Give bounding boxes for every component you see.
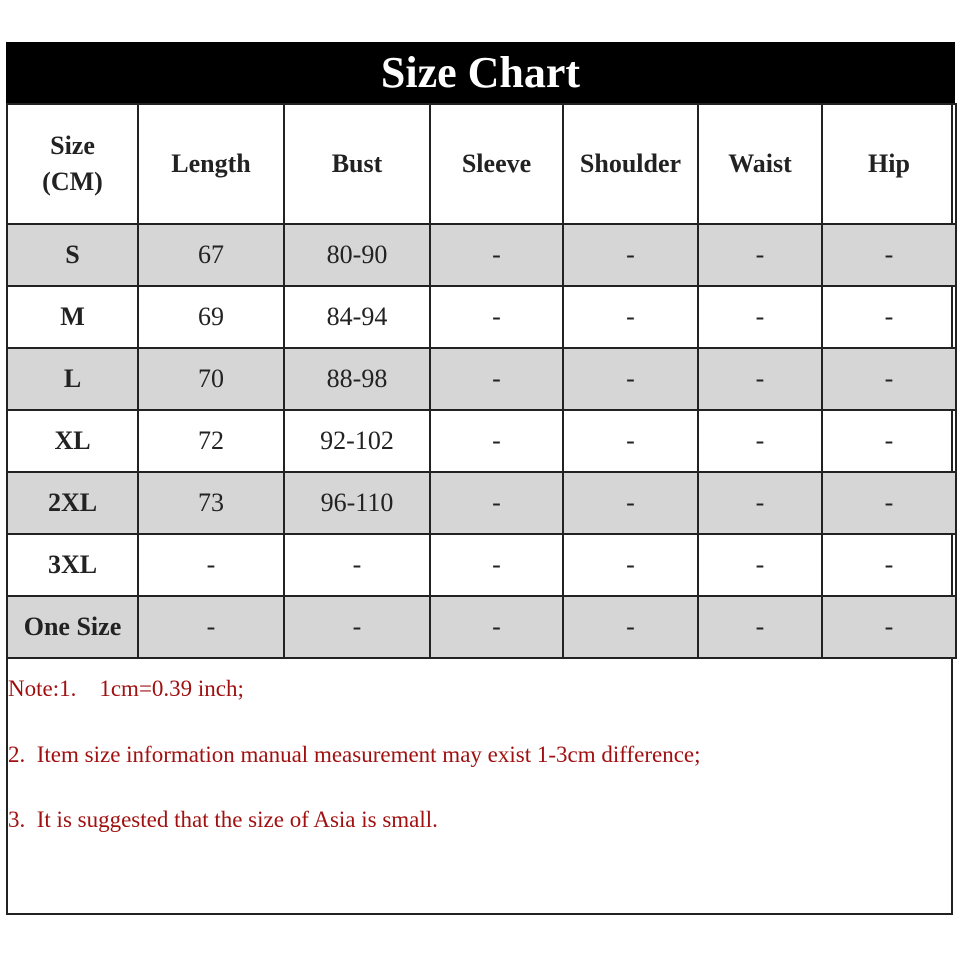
table-cell: - <box>562 223 699 287</box>
table-cell: - <box>429 471 564 535</box>
table-cell: - <box>697 223 823 287</box>
table-cell: 69 <box>137 285 285 349</box>
note-line: 3. It is suggested that the size of Asia… <box>8 807 438 832</box>
table-cell: - <box>821 223 957 287</box>
table-cell: - <box>429 409 564 473</box>
table-cell: - <box>697 285 823 349</box>
table-cell: - <box>283 595 431 659</box>
size-label: M <box>6 285 139 349</box>
table-cell: - <box>562 471 699 535</box>
column-header: Length <box>137 103 285 225</box>
header-row: Size (CM) Length Bust Sleeve Shoulder Waist Hi… <box>6 103 957 225</box>
table-cell: - <box>429 533 564 597</box>
table-cell: - <box>429 595 564 659</box>
table-cell: - <box>697 533 823 597</box>
table-row: XL 72 92-102- - - - <box>6 409 957 473</box>
table-cell: 73 <box>137 471 285 535</box>
note-line: 2. Item size information manual measurem… <box>8 742 701 767</box>
chart-title: Size Chart <box>6 42 955 103</box>
table-cell: - <box>821 285 957 349</box>
table-cell: - <box>429 285 564 349</box>
table-cell: - <box>562 595 699 659</box>
table-cell: - <box>697 595 823 659</box>
size-label: 3XL <box>6 533 139 597</box>
table-cell: - <box>562 347 699 411</box>
size-label: XL <box>6 409 139 473</box>
table-cell: - <box>562 533 699 597</box>
table-cell: - <box>821 533 957 597</box>
column-header: Bust <box>283 103 431 225</box>
table-row: 3XL - - - - - - <box>6 533 957 597</box>
table-cell: - <box>562 285 699 349</box>
size-table: Size (CM) Length Bust Sleeve Shoulder Waist Hi… <box>6 103 957 659</box>
table-cell: 96-110 <box>283 471 431 535</box>
table-cell: - <box>137 533 285 597</box>
table-cell: - <box>429 347 564 411</box>
table-cell: 72 <box>137 409 285 473</box>
size-label: 2XL <box>6 471 139 535</box>
table-cell: 80-90 <box>283 223 431 287</box>
table-cell: - <box>697 409 823 473</box>
table-cell: - <box>697 471 823 535</box>
table-row: S 67 80-90- - - - <box>6 223 957 287</box>
size-label: L <box>6 347 139 411</box>
table-cell: 92-102 <box>283 409 431 473</box>
table-cell: - <box>283 533 431 597</box>
table-row: One Size - - - - - - <box>6 595 957 659</box>
table-cell: - <box>429 223 564 287</box>
table-cell: - <box>697 347 823 411</box>
table-cell: 84-94 <box>283 285 431 349</box>
table-cell: - <box>562 409 699 473</box>
column-header: Shoulder <box>562 103 699 225</box>
column-header: Sleeve <box>429 103 564 225</box>
size-label: One Size <box>6 595 139 659</box>
table-row: L 70 88-98- - - - <box>6 347 957 411</box>
table-row: 2XL 73 96-110- - - - <box>6 471 957 535</box>
table-cell: 67 <box>137 223 285 287</box>
table-row: M 69 84-94- - - - <box>6 285 957 349</box>
note-line: Note:1. 1cm=0.39 inch; <box>8 676 244 701</box>
table-cell: - <box>821 347 957 411</box>
column-header: Hip <box>821 103 957 225</box>
table-cell: 88-98 <box>283 347 431 411</box>
table-cell: - <box>821 595 957 659</box>
table-cell: - <box>821 471 957 535</box>
size-label: S <box>6 223 139 287</box>
table-cell: 70 <box>137 347 285 411</box>
column-header: Size (CM) <box>6 103 139 225</box>
table-cell: - <box>137 595 285 659</box>
table-cell: - <box>821 409 957 473</box>
column-header: Waist <box>697 103 823 225</box>
